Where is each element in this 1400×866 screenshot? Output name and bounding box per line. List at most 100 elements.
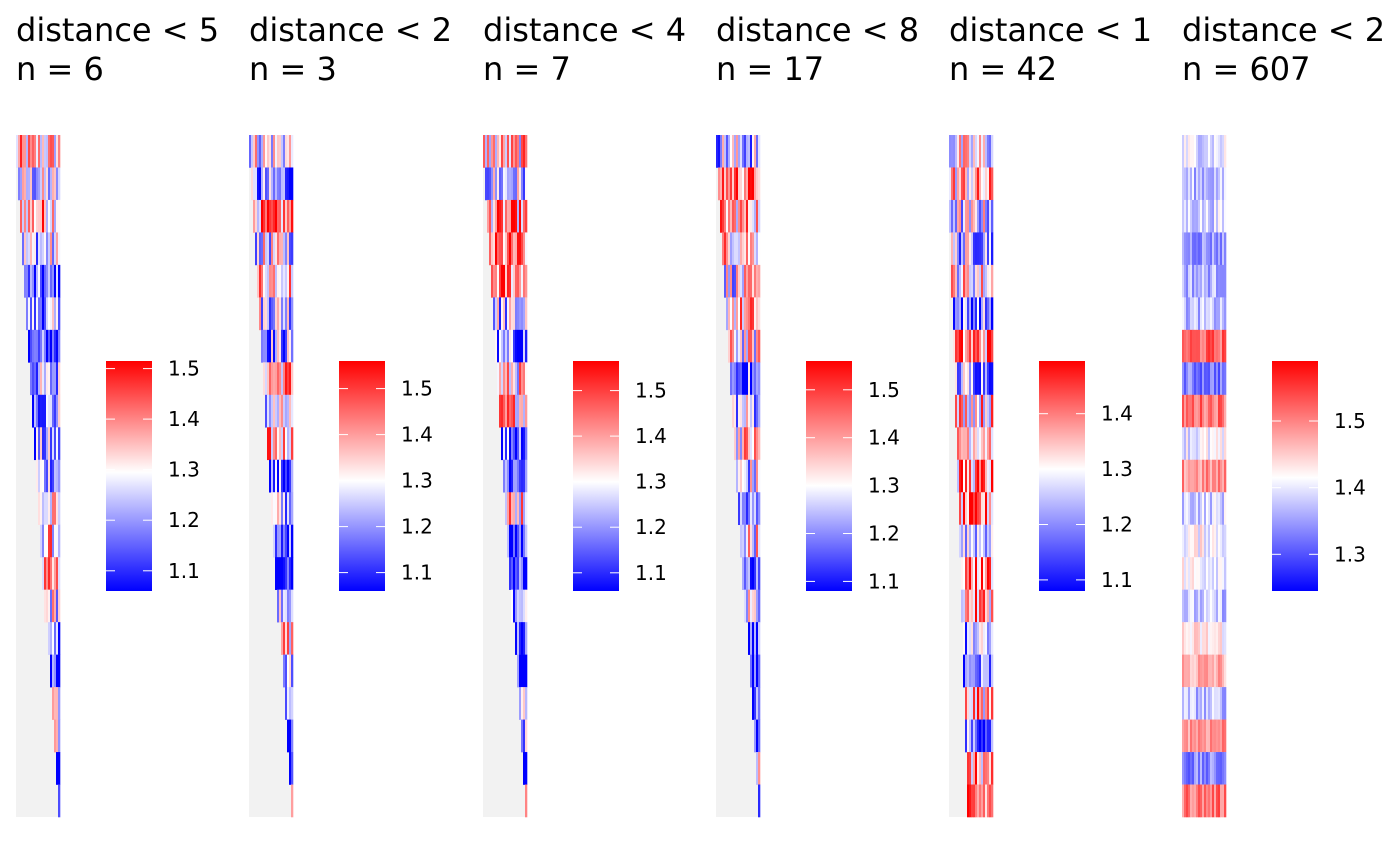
heatmap-cell: [52, 199, 55, 233]
heatmap-cell: [283, 167, 286, 201]
heatmap-cell: [509, 329, 512, 363]
heatmap-cell: [56, 687, 59, 720]
heatmap-cell: [991, 362, 994, 396]
heatmap-cell: [517, 557, 520, 590]
heatmap-cell: [279, 492, 282, 526]
heatmap-cell: [273, 394, 276, 428]
heatmap-cell: [1224, 459, 1227, 493]
heatmap-cell: [517, 394, 520, 428]
heatmap-cell: [18, 167, 21, 201]
heatmap-cell: [525, 784, 528, 818]
heatmap-cell: [989, 232, 992, 266]
heatmap-cell: [961, 362, 964, 396]
colorbar: [1272, 361, 1318, 591]
heatmap-row: [277, 589, 294, 623]
heatmap-cell: [1190, 329, 1193, 363]
heatmap-cell: [740, 135, 743, 168]
heatmap-cell: [728, 135, 731, 168]
heatmap-cell: [965, 719, 968, 753]
heatmap-cell: [985, 524, 988, 558]
heatmap-cell: [44, 297, 47, 331]
heatmap-cell: [754, 232, 757, 266]
heatmap-cell: [267, 362, 270, 396]
heatmap-cell: [513, 394, 516, 428]
heatmap-cell: [967, 199, 970, 233]
heatmap-row: [957, 427, 994, 461]
heatmap-cell: [1202, 524, 1205, 558]
heatmap-cell: [1192, 622, 1195, 655]
heatmap-cell: [1206, 492, 1209, 526]
heatmap-row: [965, 687, 994, 720]
heatmap-cell: [1190, 199, 1193, 233]
heatmap-cell: [754, 329, 757, 363]
heatmap-cell: [758, 362, 761, 396]
heatmap-cell: [722, 199, 725, 233]
heatmap-cell: [1192, 264, 1195, 298]
heatmap-cell: [519, 232, 522, 266]
heatmap-cell: [1222, 589, 1225, 623]
heatmap-cell: [501, 362, 504, 396]
heatmap-cell: [1210, 589, 1213, 623]
heatmap-cell: [54, 427, 57, 461]
heatmap-cell: [515, 492, 518, 526]
heatmap-cell: [724, 264, 727, 298]
heatmap-cell: [283, 589, 286, 623]
heatmap-cell: [987, 719, 990, 753]
heatmap-cell: [744, 232, 747, 266]
heatmap-cell: [269, 297, 272, 331]
heatmap-cell: [513, 264, 516, 298]
heatmap-row: [963, 622, 994, 655]
heatmap-cell: [985, 622, 988, 655]
heatmap-cell: [989, 784, 992, 818]
heatmap-row: [487, 199, 528, 233]
heatmap-cell: [36, 329, 39, 363]
heatmap-cell: [54, 589, 57, 623]
heatmap-cell: [1200, 524, 1203, 558]
heatmap-cell: [1200, 622, 1203, 655]
heatmap-cell: [267, 199, 270, 233]
heatmap-cell: [491, 199, 494, 233]
heatmap-cell: [977, 362, 980, 396]
heatmap-cell: [523, 264, 526, 298]
heatmap-cell: [1186, 199, 1189, 233]
heatmap-cell: [521, 654, 524, 688]
heatmap-cell: [971, 719, 974, 753]
heatmap-cell: [953, 135, 956, 168]
heatmap-cell: [1194, 297, 1197, 331]
heatmap-cell: [726, 135, 729, 168]
heatmap-row: [28, 329, 61, 363]
heatmap-cell: [497, 199, 500, 233]
heatmap-cell: [263, 264, 266, 298]
heatmap-cell: [1182, 589, 1185, 623]
heatmap-cell: [989, 199, 992, 233]
heatmap-cell: [752, 459, 755, 493]
heatmap-cell: [951, 135, 954, 168]
heatmap-cell: [489, 167, 492, 201]
heatmap-cell: [1214, 524, 1217, 558]
heatmap-cell: [519, 589, 522, 623]
heatmap-cell: [1186, 654, 1189, 688]
heatmap-cell: [1184, 394, 1187, 428]
heatmap-cell: [963, 329, 966, 363]
heatmap-cell: [987, 459, 990, 493]
heatmap-cell: [1184, 492, 1187, 526]
heatmap-cell: [1196, 492, 1199, 526]
heatmap-cell: [1214, 427, 1217, 461]
heatmap-cell: [979, 784, 982, 818]
heatmap-cell: [511, 199, 514, 233]
heatmap-cell: [1212, 362, 1215, 396]
heatmap-cell: [730, 232, 733, 266]
heatmap-cell: [1220, 427, 1223, 461]
heatmap-cell: [1216, 524, 1219, 558]
heatmap-cell: [1202, 784, 1205, 818]
heatmap-cell: [979, 524, 982, 558]
heatmap-cell: [963, 232, 966, 266]
heatmap-cell: [525, 557, 528, 590]
heatmap-cell: [517, 654, 520, 688]
heatmap-cell: [1188, 557, 1191, 590]
heatmap-cell: [746, 427, 749, 461]
colorbar-tick-label: 1.4: [168, 407, 200, 431]
heatmap-cell: [1216, 784, 1219, 818]
heatmap-cell: [515, 394, 518, 428]
heatmap-cell: [959, 427, 962, 461]
